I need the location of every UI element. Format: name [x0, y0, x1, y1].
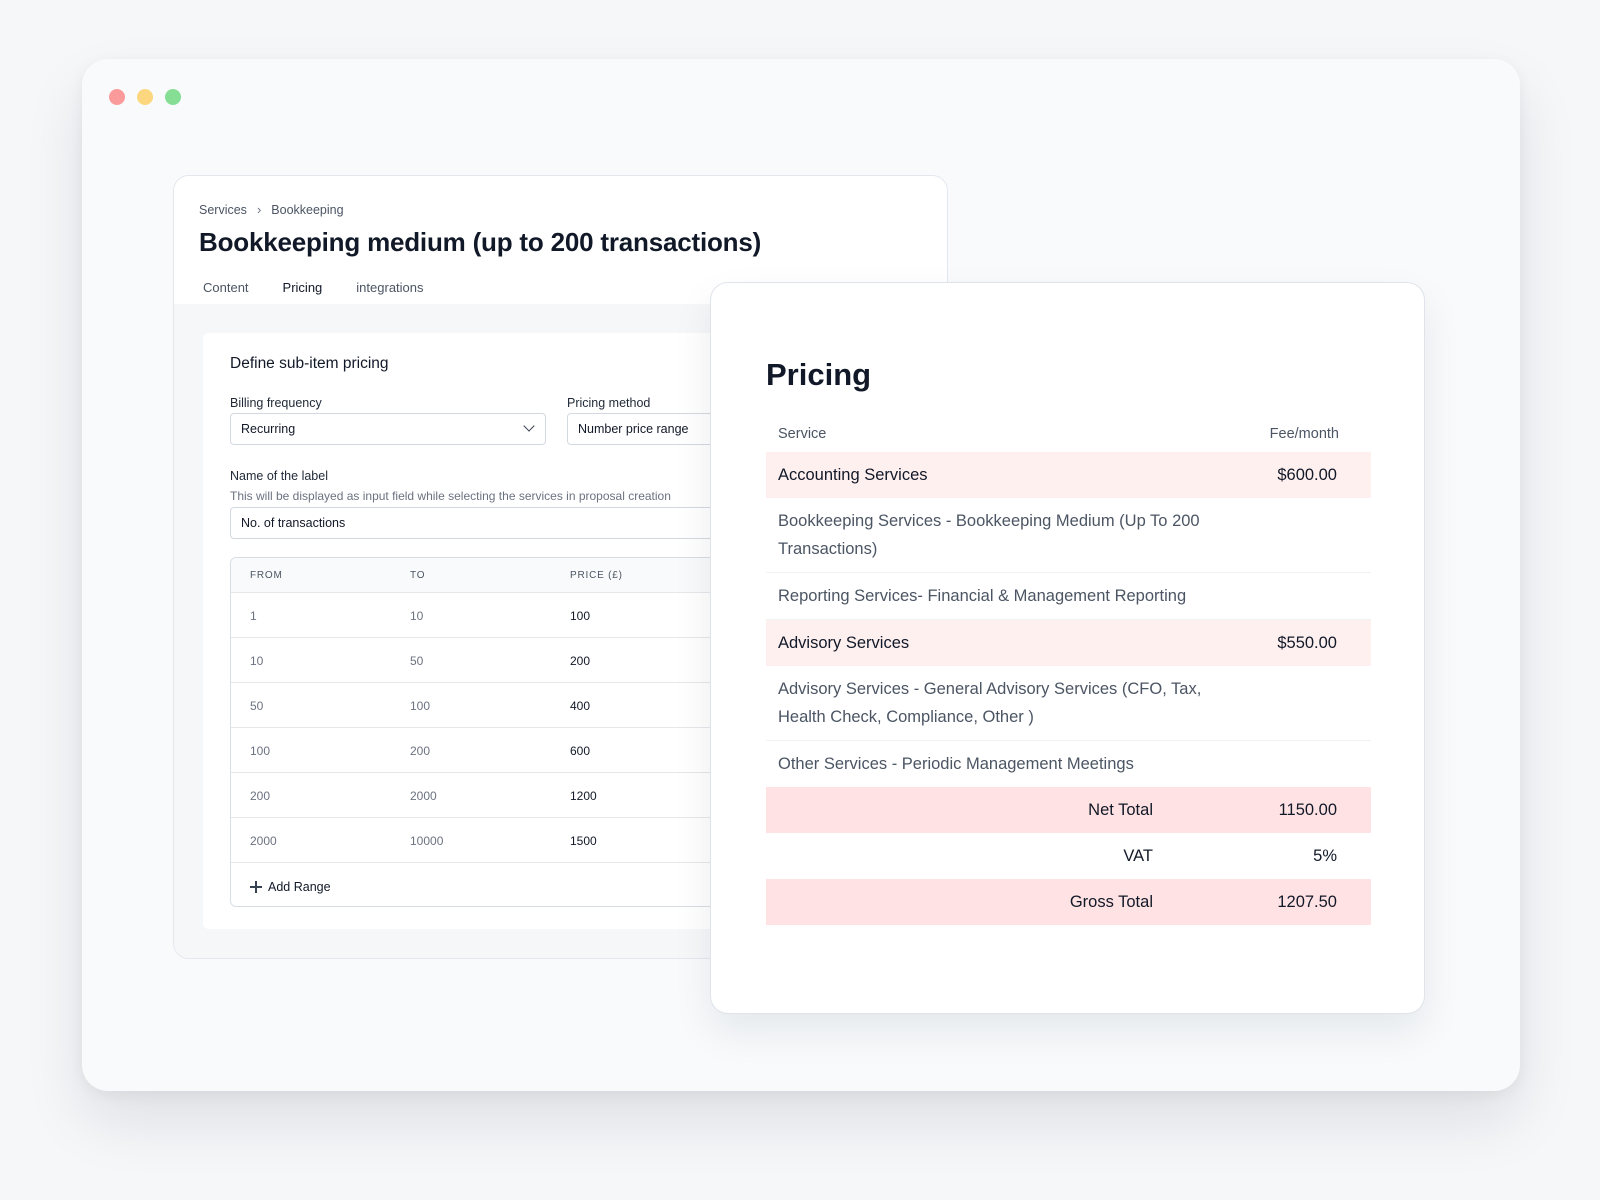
panel-title: Define sub-item pricing: [230, 355, 389, 372]
table-row[interactable]: 200 2000 1200: [231, 773, 929, 818]
category-fee: $550.00: [1277, 633, 1337, 652]
tab-bar: Content Pricing integrations: [199, 272, 922, 314]
pricing-method-label: Pricing method: [567, 396, 651, 410]
page-title: Bookkeeping medium (up to 200 transactio…: [199, 227, 762, 257]
price-cell: 200: [570, 654, 591, 668]
label-name-value: No. of transactions: [241, 516, 346, 530]
to-cell: 100: [410, 699, 431, 713]
price-cell: 400: [570, 699, 591, 713]
service-item-row: Reporting Services- Financial & Manageme…: [766, 573, 1371, 620]
billing-frequency-label: Billing frequency: [230, 396, 322, 410]
vat-label: VAT: [1123, 846, 1153, 865]
to-cell: 50: [410, 654, 424, 668]
net-total-row: Net Total 1150.00: [766, 787, 1371, 833]
service-item-row: Bookkeeping Services - Bookkeeping Mediu…: [766, 498, 1371, 573]
billing-frequency-value: Recurring: [241, 422, 296, 436]
breadcrumb: Services › Bookkeeping: [199, 202, 922, 217]
price-cell: 600: [570, 744, 591, 758]
service-item-text: Bookkeeping Services - Bookkeeping Mediu…: [778, 512, 1200, 558]
chevron-down-icon: [523, 420, 535, 432]
to-cell: 200: [410, 744, 431, 758]
table-row[interactable]: 100 200 600: [231, 728, 929, 773]
label-name-label: Name of the label: [230, 469, 328, 483]
add-range-button[interactable]: Add Range: [250, 880, 331, 894]
table-row[interactable]: 2000 10000 1500: [231, 818, 929, 863]
add-range-label: Add Range: [268, 880, 331, 894]
column-to: TO: [410, 570, 426, 581]
editor-header: Services › Bookkeeping Bookkeeping mediu…: [174, 176, 947, 314]
table-row[interactable]: 50 100 400: [231, 683, 929, 728]
gross-total-label: Gross Total: [1069, 892, 1153, 911]
service-item-text: Advisory Services - General Advisory Ser…: [778, 680, 1202, 726]
service-item-row: Other Services - Periodic Management Mee…: [766, 741, 1371, 787]
summary-title: Pricing: [766, 357, 872, 392]
from-cell: 50: [250, 699, 264, 713]
gross-total-row: Gross Total 1207.50: [766, 879, 1371, 925]
tab-content[interactable]: Content: [203, 280, 249, 295]
net-total-label: Net Total: [1088, 800, 1153, 819]
table-row[interactable]: 1 10 100: [231, 593, 929, 638]
summary-header: Service Fee/month: [766, 416, 1371, 452]
close-window-button[interactable]: [109, 89, 125, 105]
price-cell: 100: [570, 609, 591, 623]
breadcrumb-services[interactable]: Services: [199, 202, 247, 217]
to-cell: 10000: [410, 834, 444, 848]
column-fee: Fee/month: [1269, 426, 1339, 442]
column-price: PRICE (£): [570, 570, 623, 581]
price-cell: 1200: [570, 789, 597, 803]
table-row[interactable]: 10 50 200: [231, 638, 929, 683]
billing-frequency-select[interactable]: Recurring: [230, 413, 546, 445]
chevron-right-icon: ›: [256, 202, 262, 217]
column-from: FROM: [250, 570, 283, 581]
vat-value: 5%: [1313, 846, 1337, 865]
gross-total-value: 1207.50: [1277, 892, 1337, 911]
net-total-value: 1150.00: [1278, 800, 1337, 819]
from-cell: 2000: [250, 834, 277, 848]
category-name: Advisory Services: [778, 633, 910, 652]
category-fee: $600.00: [1277, 465, 1337, 484]
service-item-text: Other Services - Periodic Management Mee…: [778, 755, 1134, 773]
column-service: Service: [778, 426, 827, 442]
service-item-row: Advisory Services - General Advisory Ser…: [766, 666, 1371, 741]
vat-row: VAT 5%: [766, 833, 1371, 879]
pricing-summary-card: Pricing Service Fee/month Accounting Ser…: [710, 282, 1425, 1014]
from-cell: 100: [250, 744, 271, 758]
breadcrumb-bookkeeping[interactable]: Bookkeeping: [271, 202, 344, 217]
minimize-window-button[interactable]: [137, 89, 153, 105]
category-row: Advisory Services $550.00: [766, 620, 1371, 666]
category-row: Accounting Services $600.00: [766, 452, 1371, 498]
tab-integrations[interactable]: integrations: [356, 280, 424, 295]
category-name: Accounting Services: [778, 465, 928, 484]
service-item-text: Reporting Services- Financial & Manageme…: [778, 587, 1187, 605]
from-cell: 10: [250, 654, 264, 668]
price-cell: 1500: [570, 834, 597, 848]
from-cell: 200: [250, 789, 271, 803]
label-name-hint: This will be displayed as input field wh…: [230, 489, 671, 503]
pricing-summary-table: Service Fee/month Accounting Services $6…: [766, 416, 1371, 925]
pricing-method-value: Number price range: [578, 422, 689, 436]
from-cell: 1: [250, 609, 257, 623]
to-cell: 2000: [410, 789, 437, 803]
to-cell: 10: [410, 609, 424, 623]
maximize-window-button[interactable]: [165, 89, 181, 105]
plus-icon: [250, 881, 262, 893]
